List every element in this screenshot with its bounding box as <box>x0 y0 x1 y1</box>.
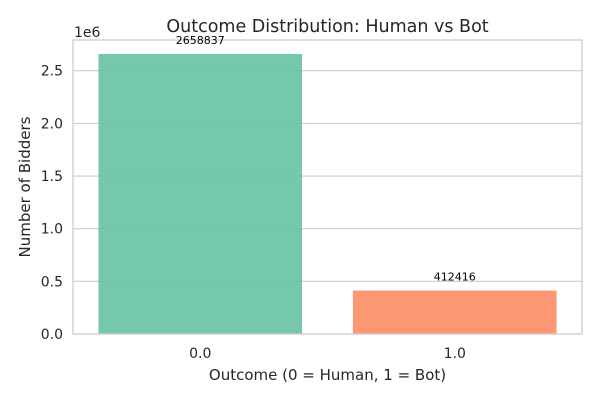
y-axis-label: Number of Bidders <box>16 116 34 257</box>
x-tick-label: 1.0 <box>444 346 466 362</box>
y-tick-label: 0.0 <box>41 327 63 343</box>
bar-1 <box>352 290 557 334</box>
bar-0 <box>98 54 303 335</box>
bar-value-label: 2658837 <box>176 34 225 47</box>
bar-value-label: 412416 <box>434 271 476 284</box>
plot-frame <box>72 39 583 335</box>
y-tick-label: 1.0 <box>41 222 63 238</box>
x-axis-label: Outcome (0 = Human, 1 = Bot) <box>209 366 446 384</box>
y-tick-label: 1.5 <box>41 169 63 185</box>
bars-layer <box>98 54 557 335</box>
y-offset-label: 1e6 <box>74 25 101 41</box>
chart-title: Outcome Distribution: Human vs Bot <box>166 17 488 37</box>
y-tick-label: 0.5 <box>41 274 63 290</box>
y-tick-label: 2.0 <box>41 116 63 132</box>
y-tick-label: 2.5 <box>41 64 63 80</box>
plot-spines <box>72 39 583 335</box>
x-tick-label: 0.0 <box>189 346 211 362</box>
labels-layer: 0.0 0.5 1.0 1.5 2.0 2.5 2658837 0.0 412416 1.0 <box>41 34 476 362</box>
